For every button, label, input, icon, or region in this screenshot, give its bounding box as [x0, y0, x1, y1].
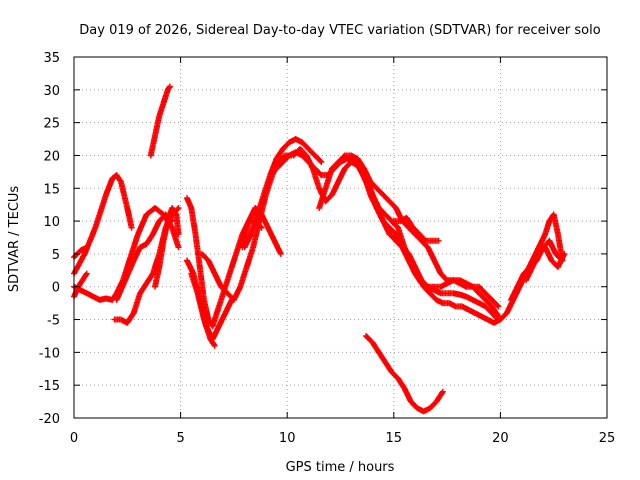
series-arc-14 — [239, 205, 284, 257]
y-tick-label: -10 — [39, 346, 60, 361]
series-markers — [348, 152, 502, 310]
series-markers — [152, 205, 182, 290]
series-arc-7 — [147, 83, 173, 159]
y-tick-label: 10 — [43, 215, 60, 230]
x-tick-label: 5 — [176, 431, 184, 446]
x-tick-label: 15 — [386, 431, 403, 446]
axis-ticks: 0 5 10 15 20 25 -20 -15 -10 -5 0 5 10 15 20 25 30 35 — [39, 51, 616, 446]
y-tick-label: 25 — [43, 117, 60, 132]
y-tick-label: -15 — [39, 379, 60, 394]
series-arc-8 — [152, 205, 182, 290]
y-tick-label: 20 — [43, 149, 60, 164]
y-tick-label: 0 — [52, 281, 60, 296]
series-arc-18 — [348, 152, 502, 310]
plot-frame — [73, 56, 608, 419]
series-markers — [188, 270, 218, 349]
series-arc-20 — [390, 214, 442, 244]
y-tick-label: 15 — [43, 182, 60, 197]
series-markers — [390, 214, 442, 244]
series-markers — [239, 205, 284, 257]
series-arc-19 — [363, 333, 446, 415]
series-markers — [147, 83, 173, 159]
y-tick-label: 5 — [52, 248, 60, 263]
x-tick-label: 20 — [492, 431, 509, 446]
series-arc-6 — [113, 211, 176, 303]
y-tick-label: 35 — [43, 51, 60, 66]
series-markers — [363, 333, 446, 415]
x-tick-label: 0 — [70, 431, 78, 446]
series-arc-11 — [188, 270, 218, 349]
y-tick-label: 30 — [43, 84, 60, 99]
x-tick-label: 10 — [279, 431, 296, 446]
series-markers — [523, 244, 568, 284]
y-tick-label: -20 — [39, 412, 60, 427]
chart-title: Day 019 of 2026, Sidereal Day-to-day VTE… — [79, 23, 600, 38]
x-tick-label: 25 — [599, 431, 616, 446]
y-axis-label: SDTVAR / TECUs — [7, 186, 22, 293]
x-axis-label: GPS time / hours — [286, 460, 395, 475]
series-markers — [113, 211, 176, 303]
y-tick-label: -5 — [47, 314, 60, 329]
series-arc-23 — [523, 244, 568, 284]
